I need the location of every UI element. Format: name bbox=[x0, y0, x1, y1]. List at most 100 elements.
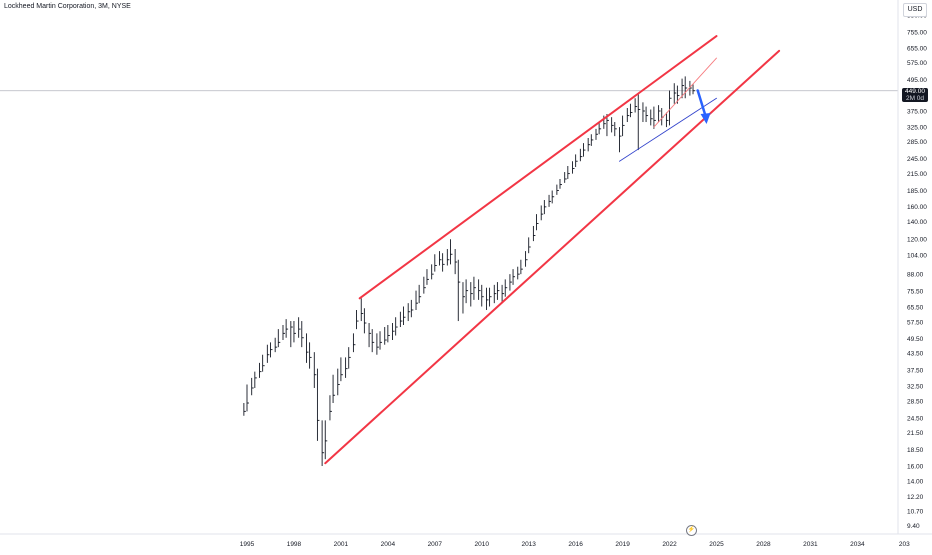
ohlc-bar bbox=[548, 194, 552, 207]
ohlc-bar bbox=[470, 282, 473, 307]
ohlc-bar bbox=[540, 205, 544, 221]
down-arrow-shaft bbox=[696, 89, 707, 118]
ohlc-bar bbox=[590, 134, 594, 146]
ohlc-bar bbox=[376, 333, 379, 355]
time-tick-label: 2004 bbox=[381, 541, 396, 548]
price-tick-label: 375.00 bbox=[907, 108, 927, 115]
down-arrow-head bbox=[700, 113, 711, 125]
ohlc-bar bbox=[481, 284, 484, 307]
ohlc-bar bbox=[301, 321, 304, 348]
ohlc-bar bbox=[457, 259, 461, 322]
ohlc-bar bbox=[637, 93, 641, 151]
ohlc-bar bbox=[496, 282, 500, 300]
price-tick-label: 245.00 bbox=[907, 156, 927, 163]
ohlc-bar bbox=[692, 84, 696, 95]
ohlc-bar bbox=[371, 329, 375, 353]
price-tick-label: 575.00 bbox=[907, 60, 927, 67]
ohlc-bar bbox=[439, 251, 442, 266]
price-tick-label: 9.40 bbox=[907, 523, 920, 530]
ohlc-bar bbox=[410, 299, 414, 318]
wedge-lower-line bbox=[619, 97, 717, 162]
time-tick-label: 2001 bbox=[334, 541, 349, 548]
ohlc-bar bbox=[587, 138, 591, 152]
ohlc-bar bbox=[246, 384, 249, 412]
ohlc-bar bbox=[626, 108, 630, 123]
ohlc-bar bbox=[501, 284, 505, 304]
time-tick-label: 2034 bbox=[850, 541, 865, 548]
plot-area bbox=[0, 35, 898, 466]
price-tick-label: 120.00 bbox=[907, 237, 927, 244]
ohlc-bar bbox=[270, 342, 273, 358]
ohlc-bar bbox=[403, 306, 406, 326]
price-tick-label: 49.50 bbox=[907, 336, 924, 343]
ohlc-bar bbox=[509, 274, 512, 291]
channel-lower-line bbox=[324, 49, 781, 465]
ohlc-bar bbox=[387, 325, 390, 343]
ohlc-bar bbox=[418, 284, 422, 304]
ohlc-bar bbox=[321, 420, 325, 466]
ohlc-bar bbox=[681, 78, 685, 99]
ohlc-bar bbox=[684, 76, 688, 99]
ohlc-bar bbox=[392, 323, 395, 341]
price-tick-label: 14.00 bbox=[907, 478, 924, 485]
price-tick-label: 140.00 bbox=[907, 219, 927, 226]
ohlc-bar bbox=[551, 190, 555, 204]
ohlc-bar bbox=[559, 178, 562, 189]
ohlc-bar bbox=[465, 279, 469, 304]
price-tick-label: 325.00 bbox=[907, 124, 927, 131]
ohlc-bar bbox=[379, 331, 383, 350]
price-tick-label: 32.50 bbox=[907, 384, 924, 391]
price-tick-label: 285.00 bbox=[907, 139, 927, 146]
ohlc-bar bbox=[598, 122, 602, 135]
time-axis: 1995 1998 2001 2004 2007 2010 2013 2016 2019 2022… bbox=[0, 533, 932, 548]
ohlc-bar bbox=[316, 368, 320, 441]
ohlc-bar bbox=[543, 200, 547, 215]
time-tick-label: 2022 bbox=[662, 541, 677, 548]
ohlc-bar bbox=[324, 420, 328, 460]
ohlc-bar bbox=[363, 308, 367, 334]
price-tick-label: 75.50 bbox=[907, 289, 924, 296]
ohlc-bar bbox=[653, 106, 656, 129]
ohlc-bar bbox=[645, 106, 649, 123]
ohlc-bar bbox=[345, 357, 348, 378]
ohlc-bar bbox=[583, 143, 586, 157]
ohlc-bar bbox=[313, 352, 317, 388]
time-tick-label: 2028 bbox=[756, 541, 771, 548]
ohlc-bar bbox=[629, 103, 633, 118]
ohlc-bar bbox=[528, 237, 531, 254]
price-tick-label: 28.50 bbox=[907, 398, 924, 405]
channel-upper-line bbox=[358, 35, 718, 300]
time-tick-label: 1995 bbox=[240, 541, 255, 548]
lightning-bolt-icon[interactable]: ⚡ bbox=[686, 525, 697, 536]
ohlc-bar bbox=[614, 122, 617, 137]
ohlc-bar bbox=[665, 112, 669, 128]
ohlc-bar bbox=[634, 98, 638, 113]
ohlc-bar bbox=[423, 276, 426, 294]
ohlc-bar bbox=[329, 395, 332, 421]
price-tick-label: 21.50 bbox=[907, 430, 924, 437]
ohlc-bar bbox=[415, 290, 419, 310]
ohlc-bar bbox=[619, 127, 622, 153]
ohlc-bar bbox=[473, 276, 476, 300]
time-tick-label: 203 bbox=[899, 541, 910, 548]
ohlc-bar bbox=[266, 344, 270, 363]
ohlc-bar bbox=[556, 184, 559, 195]
ohlc-bar bbox=[525, 251, 528, 267]
last-price-label: 449.00 2M 0d bbox=[902, 88, 928, 102]
price-tick-label: 65.50 bbox=[907, 305, 924, 312]
time-tick-label: 2031 bbox=[803, 541, 818, 548]
price-tick-label: 495.00 bbox=[907, 77, 927, 84]
ohlc-bar bbox=[642, 102, 645, 123]
ohlc-bar bbox=[485, 287, 489, 310]
price-tick-label: 10.70 bbox=[907, 509, 924, 516]
time-tick-label: 2019 bbox=[615, 541, 630, 548]
ohlc-bar bbox=[572, 161, 575, 174]
time-tick-label: 2016 bbox=[568, 541, 583, 548]
price-tick-label: 12.20 bbox=[907, 494, 924, 501]
time-tick-label: 2013 bbox=[521, 541, 536, 548]
ohlc-bar bbox=[536, 214, 539, 231]
currency-button[interactable]: USD bbox=[903, 3, 927, 17]
symbol-title: Lockheed Martin Corporation, 3M, NYSE bbox=[4, 3, 131, 10]
